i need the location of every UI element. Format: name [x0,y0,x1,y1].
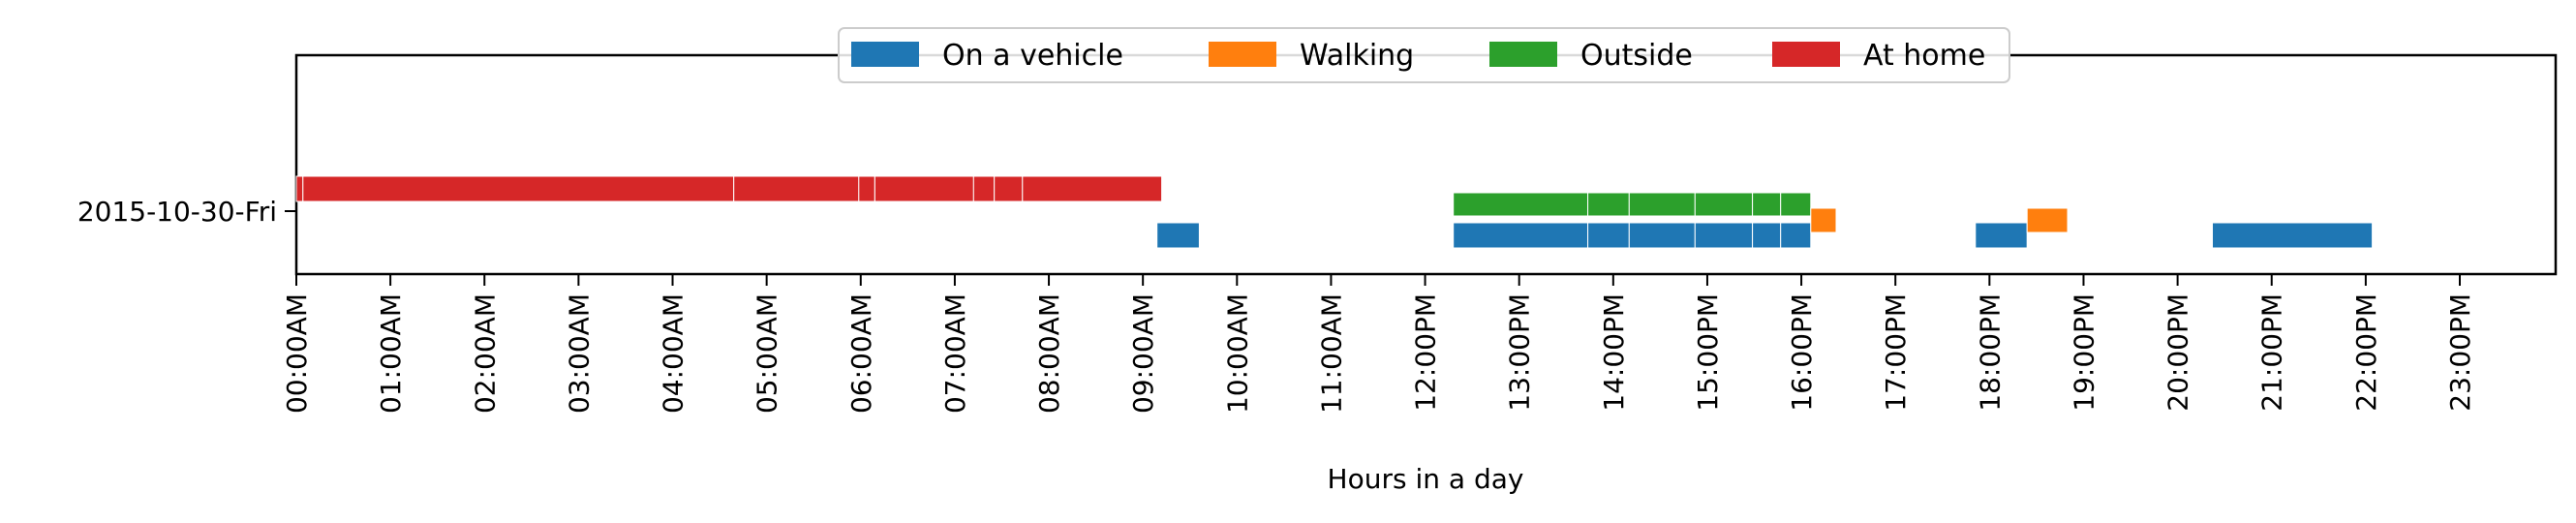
x-tick-label-18: 18:00PM [1974,293,2006,412]
bar-on-a-vehicle-6 [1780,222,1812,249]
x-tick-label-21: 21:00PM [2256,293,2288,412]
x-tick-label-5: 05:00AM [751,293,783,414]
x-tick-label-22: 22:00PM [2350,293,2382,412]
x-tick-label-14: 14:00PM [1598,293,1630,412]
bar-outside-2 [1628,192,1696,217]
bar-on-a-vehicle-4 [1694,222,1754,249]
bar-at-home-2 [733,175,860,202]
bar-at-home-7 [1022,175,1163,202]
plot-area [294,53,2558,276]
x-tick-label-10: 10:00AM [1221,293,1253,414]
x-tick-label-13: 13:00PM [1504,293,1536,412]
legend-swatch-on-a-vehicle [851,42,919,67]
y-tick-label-0: 2015-10-30-Fri [77,196,277,228]
bar-on-a-vehicle-8 [2212,222,2374,249]
x-tick-label-11: 11:00AM [1315,293,1347,414]
bar-on-a-vehicle-7 [1975,222,2028,249]
legend-box [838,27,2010,83]
x-tick-label-23: 23:00PM [2444,293,2476,412]
bar-walking-1 [2026,207,2069,233]
x-tick-label-6: 06:00AM [845,293,877,414]
x-tick-label-1: 01:00AM [375,293,407,414]
legend-swatch-at-home [1772,42,1840,67]
x-axis-label: Hours in a day [1328,463,1524,495]
x-axis-ticks: 00:00AM 01:00AM 02:00AM 03:00AM 04:00AM 05:00… [281,274,2476,414]
x-tick-label-7: 07:00AM [939,293,971,414]
x-tick-label-0: 00:00AM [281,293,313,414]
x-tick-label-3: 03:00AM [563,293,595,414]
legend: On a vehicle Walking Outside At home [838,27,2010,83]
x-tick-label-12: 12:00PM [1410,293,1442,412]
legend-label-at-home: At home [1863,39,1985,73]
legend-label-walking: Walking [1300,39,1414,73]
bar-outside-5 [1780,192,1812,217]
legend-label-on-a-vehicle: On a vehicle [942,39,1123,73]
x-tick-label-4: 04:00AM [658,293,690,414]
bar-outside-1 [1587,192,1630,217]
x-tick-label-9: 09:00AM [1127,293,1159,414]
y-axis-ticks: 2015-10-30-Fri [77,196,296,228]
bar-at-home-1 [302,175,735,202]
x-tick-label-2: 02:00AM [469,293,501,414]
bar-on-a-vehicle-2 [1587,222,1630,249]
legend-label-outside: Outside [1580,39,1693,73]
bar-on-a-vehicle-1 [1453,222,1589,249]
x-tick-label-17: 17:00PM [1880,293,1912,412]
bar-outside-0 [1453,192,1589,217]
bar-at-home-3 [858,175,875,202]
x-tick-label-15: 15:00PM [1692,293,1724,412]
activity-bars [295,175,2374,249]
bar-at-home-0 [295,175,304,202]
bar-on-a-vehicle-0 [1156,222,1200,249]
x-tick-label-19: 19:00PM [2068,293,2100,412]
bar-outside-3 [1694,192,1754,217]
bar-outside-4 [1752,192,1782,217]
bar-on-a-vehicle-5 [1752,222,1782,249]
bar-at-home-5 [972,175,996,202]
x-tick-label-16: 16:00PM [1786,293,1818,412]
bar-walking-0 [1810,207,1837,233]
x-tick-label-20: 20:00PM [2162,293,2194,412]
bar-at-home-6 [994,175,1024,202]
bar-on-a-vehicle-3 [1628,222,1696,249]
legend-swatch-outside [1489,42,1557,67]
bar-at-home-4 [874,175,974,202]
legend-swatch-walking [1209,42,1276,67]
x-tick-label-8: 08:00AM [1033,293,1065,414]
